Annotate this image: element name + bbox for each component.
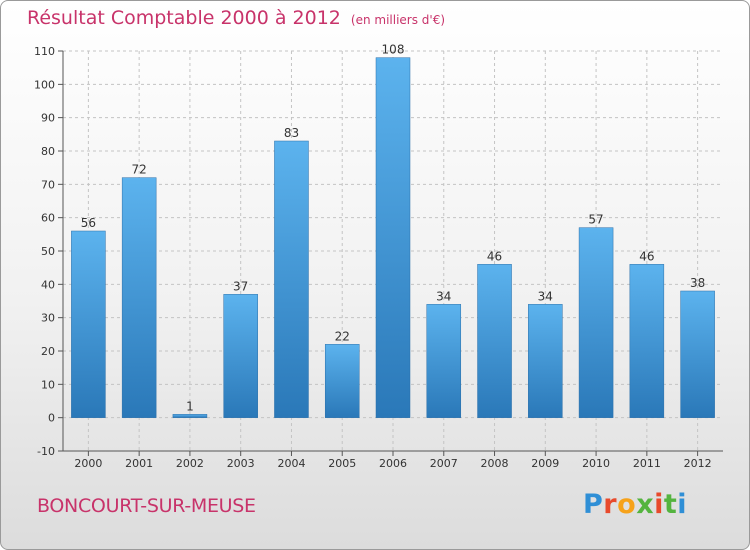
chart-subtitle: (en milliers d'€)	[350, 13, 446, 27]
y-tick-label-3: 20	[41, 345, 55, 358]
data-label-2007: 34	[436, 289, 451, 303]
y-tick-label-11: 100	[34, 78, 55, 91]
bars	[71, 57, 715, 418]
bar-2001	[121, 177, 157, 418]
y-tick-label-12: 110	[34, 45, 55, 58]
chart-title: Résultat Comptable 2000 à 2012 (en millie…	[27, 7, 445, 29]
data-label-2006: 108	[382, 43, 405, 57]
data-label-2010: 57	[588, 213, 603, 227]
data-label-2001: 72	[132, 163, 147, 177]
chart-title-text: Résultat Comptable 2000 à 2012	[27, 7, 341, 29]
bar-2008	[477, 264, 512, 418]
data-label-2004: 83	[284, 126, 299, 140]
x-tick-label-2011: 2011	[633, 457, 661, 470]
y-tick-label-1: 0	[48, 412, 55, 425]
data-label-2005: 22	[335, 329, 350, 343]
data-labels: 56 72 1 37 83 22 108 34 46 34 57 46 38	[81, 43, 706, 414]
data-label-2002: 1	[186, 399, 194, 413]
data-label-2012: 38	[690, 276, 705, 290]
bar-2004	[274, 140, 309, 418]
bar-2009	[528, 304, 563, 418]
town-name: BONCOURT-SUR-MEUSE	[37, 495, 256, 517]
y-tick-label-5: 40	[41, 278, 55, 291]
bar-2007	[426, 304, 462, 418]
logo-letter-6: i	[677, 489, 688, 520]
logo-letter-3: x	[636, 489, 655, 520]
data-label-2008: 46	[487, 249, 502, 263]
bar-2002	[172, 414, 208, 418]
x-tick-label-2007: 2007	[430, 457, 458, 470]
data-label-2011: 46	[639, 249, 654, 263]
logo-letter-5: t	[663, 489, 678, 520]
x-tick-label-2000: 2000	[74, 457, 102, 470]
data-label-2003: 37	[233, 279, 248, 293]
logo-letter-4: i	[654, 489, 664, 520]
axes: -10 0 10 20 30 40 50 60 70 80 90 100 110 2000 2001 2002…	[34, 45, 723, 470]
bar-2010	[578, 227, 614, 418]
logo-letter-2: o	[617, 489, 637, 520]
x-tick-label-2009: 2009	[531, 457, 559, 470]
proxiti-logo: Proxiti	[583, 489, 687, 520]
y-tick-label-4: 30	[41, 312, 55, 325]
x-tick-label-2001: 2001	[125, 457, 153, 470]
data-label-2009: 34	[538, 289, 553, 303]
logo-letter-0: P	[583, 489, 604, 520]
bar-2011	[629, 264, 665, 418]
x-tick-label-2004: 2004	[277, 457, 305, 470]
bar-2003	[223, 294, 258, 418]
y-tick-label-6: 50	[41, 245, 55, 258]
x-tick-label-2010: 2010	[582, 457, 610, 470]
x-tick-label-2003: 2003	[227, 457, 255, 470]
x-tick-label-2008: 2008	[481, 457, 509, 470]
bar-2005	[324, 344, 360, 418]
x-tick-label-2002: 2002	[176, 457, 204, 470]
y-tick-label-2: 10	[41, 378, 55, 391]
y-tick-label-7: 60	[41, 212, 55, 225]
y-tick-label-0: -10	[37, 445, 55, 458]
x-tick-label-2005: 2005	[328, 457, 356, 470]
bar-2000	[71, 230, 106, 418]
y-tick-label-10: 90	[41, 112, 55, 125]
x-tick-label-2006: 2006	[379, 457, 407, 470]
x-tick-label-2012: 2012	[684, 457, 712, 470]
data-label-2000: 56	[81, 216, 96, 230]
bar-2012	[680, 290, 715, 418]
logo-letter-1: r	[603, 489, 618, 520]
y-tick-label-9: 80	[41, 145, 55, 158]
bar-2006	[375, 57, 411, 418]
y-tick-label-8: 70	[41, 178, 55, 191]
